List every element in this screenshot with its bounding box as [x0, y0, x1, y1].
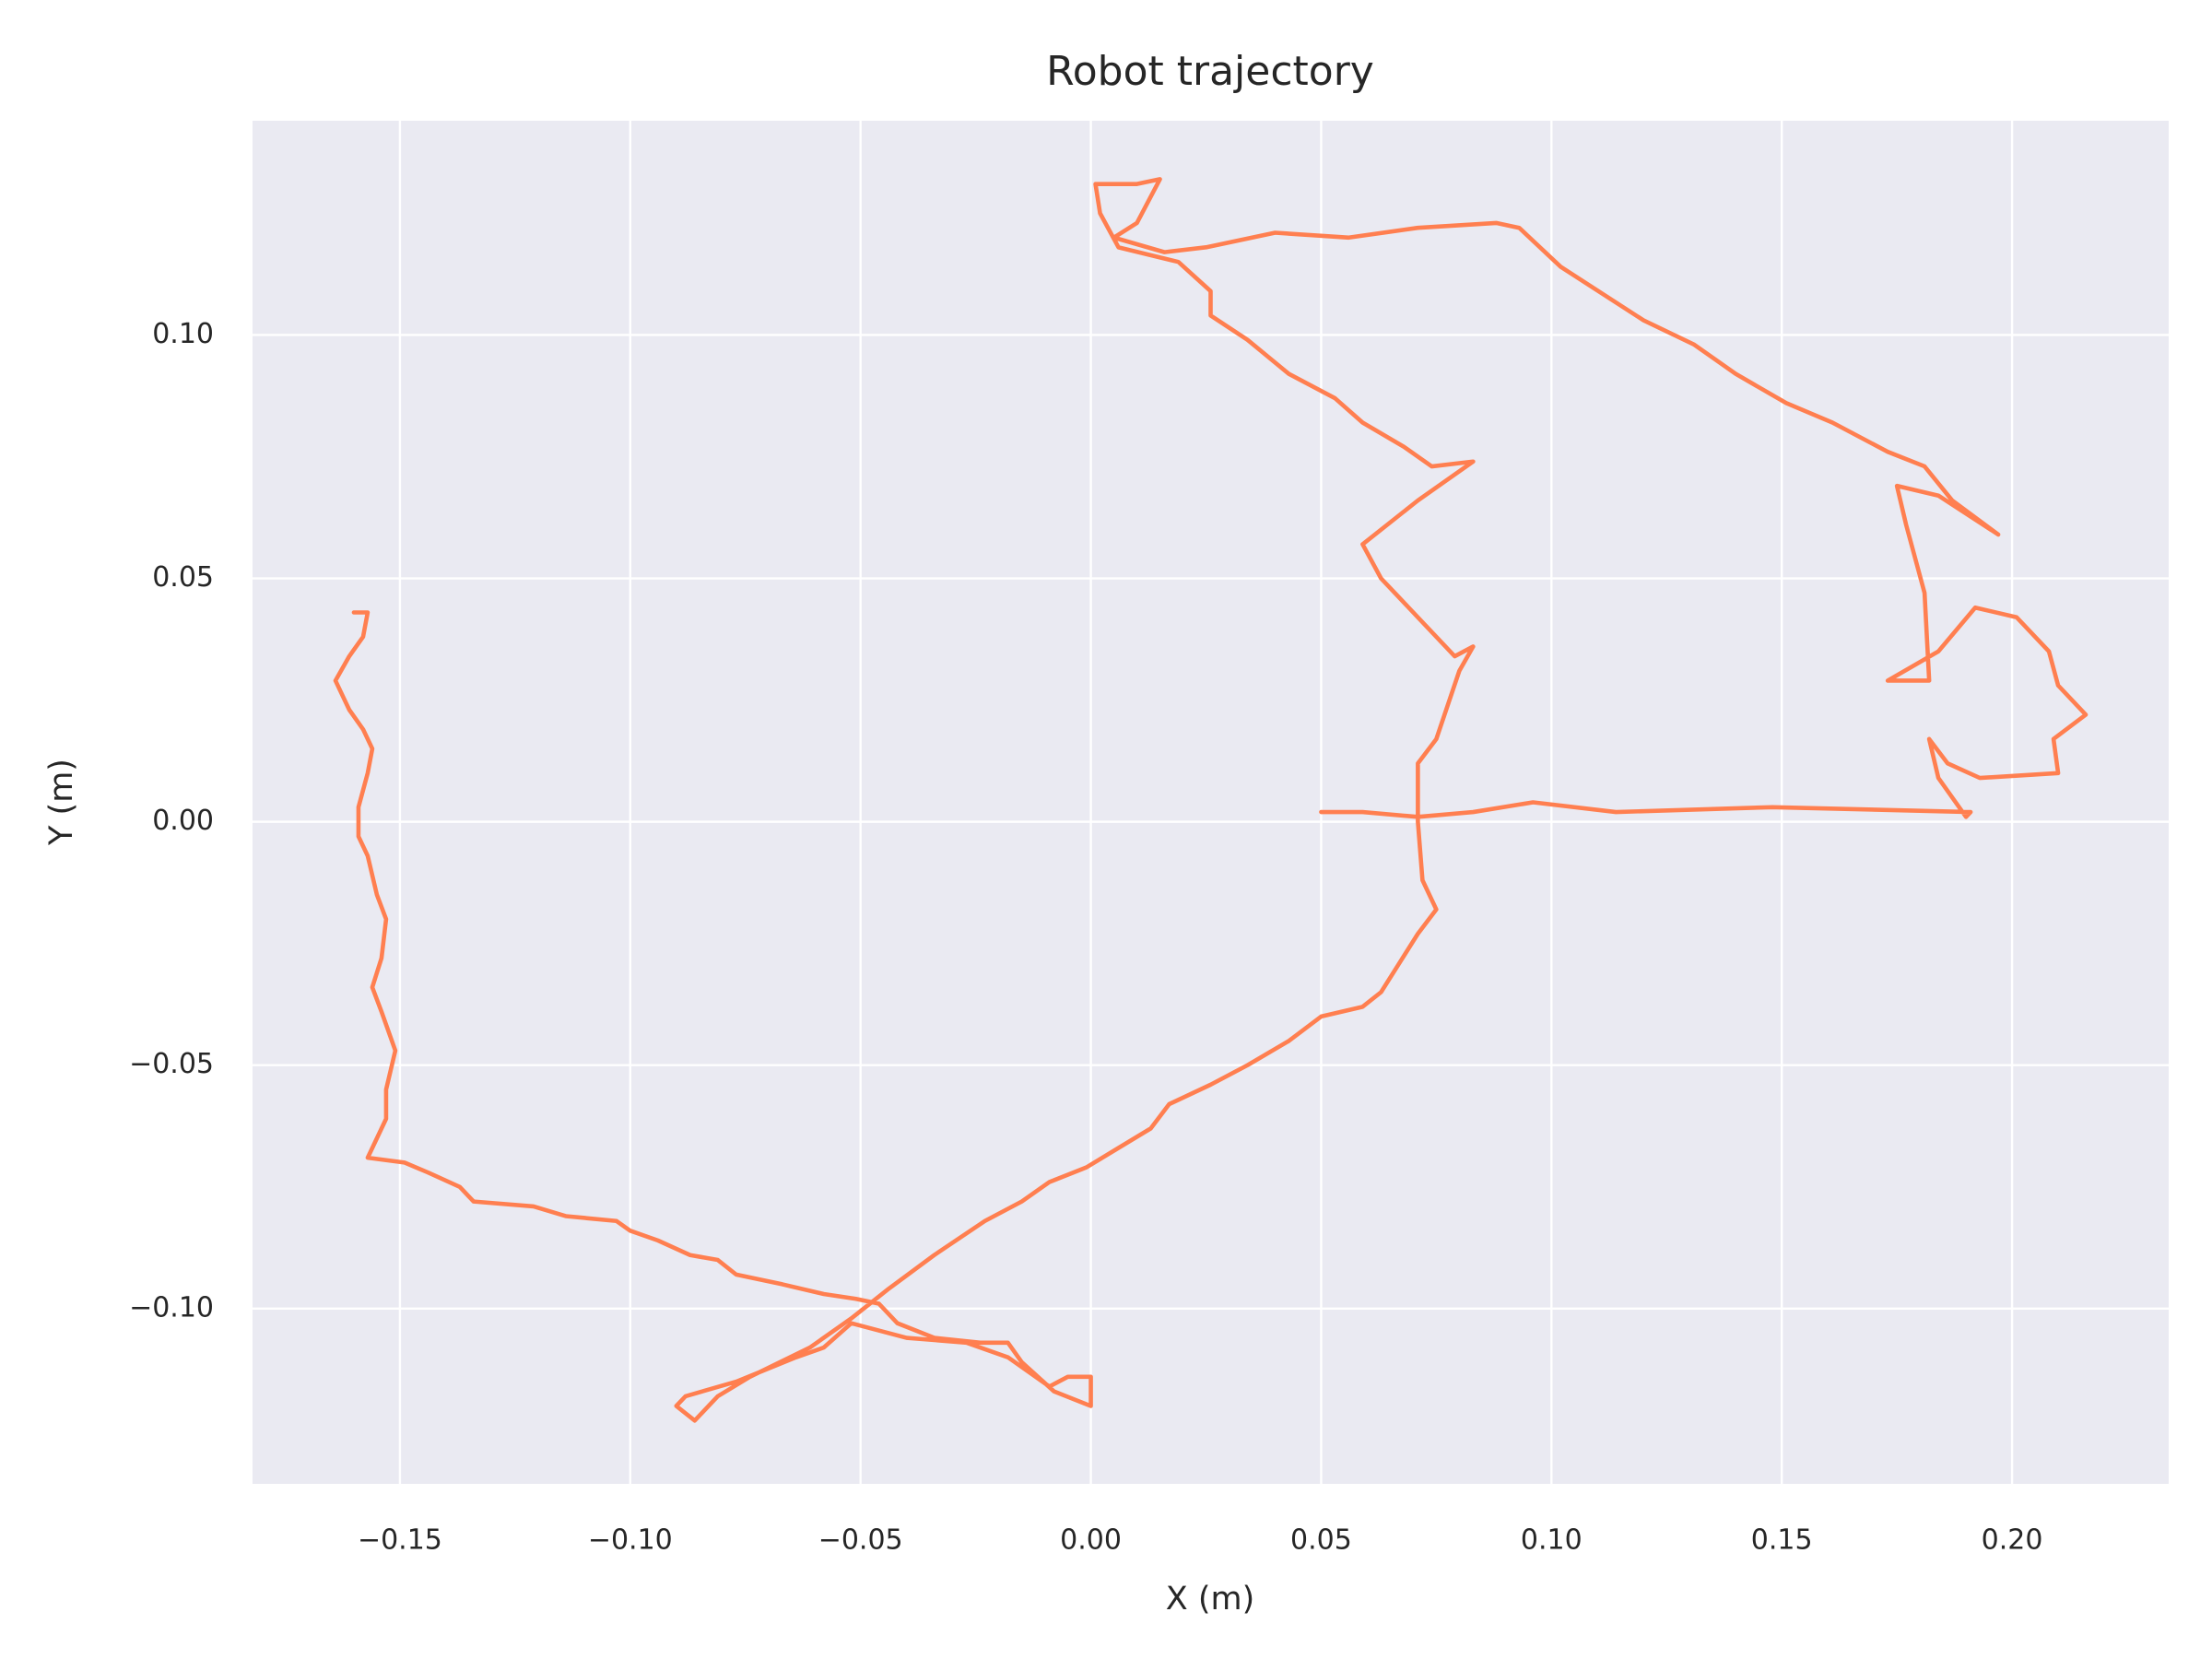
x-tick-label: 0.10	[1521, 1524, 1583, 1557]
plot-area	[253, 121, 2169, 1484]
y-axis-label: Y (m)	[43, 759, 80, 846]
chart-title: Robot trajectory	[1046, 48, 1374, 95]
x-tick-label: 0.15	[1751, 1524, 1813, 1557]
x-tick-label: 0.00	[1060, 1524, 1122, 1557]
x-tick-label: −0.15	[358, 1524, 442, 1557]
x-tick-label: −0.10	[588, 1524, 673, 1557]
x-tick-label: 0.05	[1290, 1524, 1352, 1557]
x-tick-label: 0.20	[1982, 1524, 2043, 1557]
x-axis-label: X (m)	[1166, 1581, 1255, 1618]
y-tick-label: 0.05	[152, 561, 214, 594]
y-tick-label: −0.05	[129, 1048, 214, 1080]
x-tick-label: −0.05	[818, 1524, 903, 1557]
y-tick-label: 0.10	[152, 318, 214, 350]
y-tick-label: −0.10	[129, 1291, 214, 1324]
trajectory-line	[333, 177, 2088, 1423]
y-tick-label: 0.00	[152, 805, 214, 837]
